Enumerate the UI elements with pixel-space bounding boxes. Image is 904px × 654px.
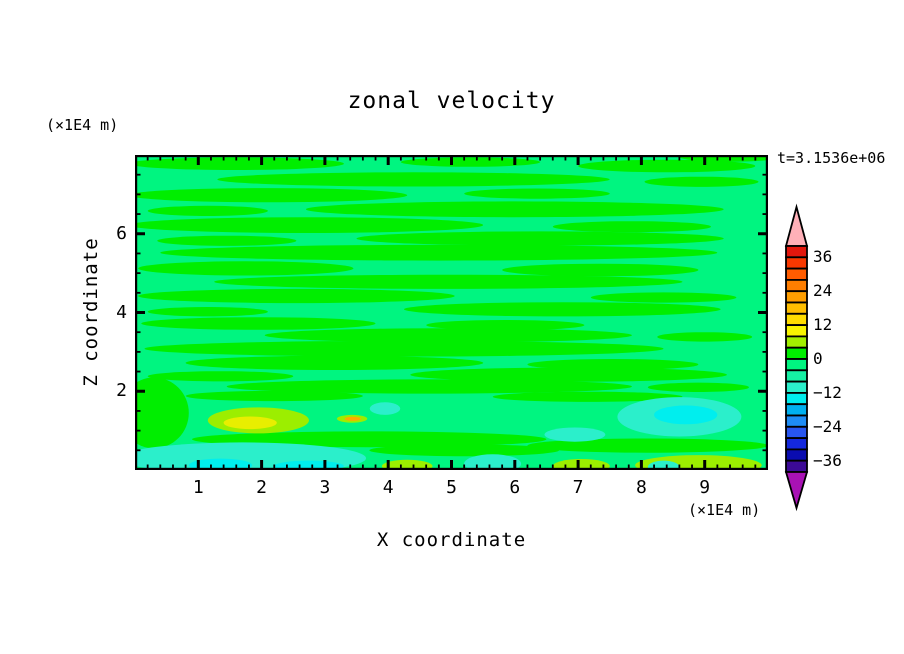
- colorbar-tick-label: 24: [813, 281, 833, 301]
- colorbar-tick-label: −36: [813, 450, 842, 470]
- x-tick-label: 1: [192, 477, 204, 498]
- x-axis-title: X coordinate: [376, 529, 527, 551]
- x-tick-label: 9: [699, 477, 711, 498]
- x-tick-label: 6: [509, 477, 521, 498]
- z-tick-label: 4: [116, 301, 127, 323]
- colorbar-tick-label: −24: [813, 416, 842, 436]
- colorbar-canvas: [784, 203, 809, 512]
- x-tick-label: 5: [446, 477, 457, 498]
- page-title: zonal velocity: [347, 88, 556, 114]
- y-axis-unit-label: (×1E4 m): [46, 116, 119, 134]
- x-axis-unit-label: (×1E4 m): [688, 501, 761, 519]
- colorbar: [779, 200, 819, 515]
- x-tick-label: 3: [319, 477, 331, 498]
- colorbar-tick-label: 12: [813, 315, 833, 335]
- z-tick-label: 2: [116, 380, 127, 402]
- contour-plot: [135, 155, 768, 470]
- contour-plot-canvas: [135, 155, 768, 470]
- z-tick-label: 6: [116, 222, 127, 244]
- x-tick-label: 8: [635, 477, 647, 498]
- colorbar-tick-label: −12: [813, 382, 842, 402]
- x-tick-label: 2: [256, 477, 268, 498]
- colorbar-tick-label: 36: [813, 247, 833, 267]
- time-annotation: t=3.1536e+06: [777, 149, 886, 167]
- x-tick-label: 4: [382, 477, 394, 498]
- x-tick-label: 7: [572, 477, 584, 498]
- colorbar-tick-label: 0: [813, 349, 823, 368]
